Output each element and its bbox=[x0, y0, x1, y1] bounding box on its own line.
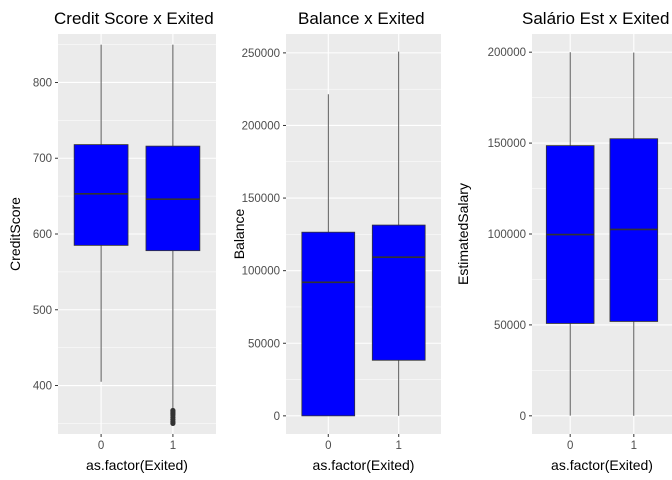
box-iqr-0 bbox=[301, 231, 356, 417]
x-tick-label: 1 bbox=[631, 440, 637, 452]
chart-title: Salário Est x Exited bbox=[522, 9, 669, 28]
boxes bbox=[545, 52, 659, 416]
chart-title: Balance x Exited bbox=[298, 9, 425, 28]
y-tick-label: 150000 bbox=[242, 193, 280, 205]
x-tick-label: 0 bbox=[325, 440, 331, 452]
y-axis-title: CreditScore bbox=[7, 197, 23, 271]
y-tick-label: 0 bbox=[274, 411, 280, 423]
box-iqr-0 bbox=[73, 144, 129, 246]
y-tick-label: 200000 bbox=[488, 47, 526, 59]
chart-panel-1: 400 500 600 700 800 0 1 Credit Score x Exited as… bbox=[7, 9, 216, 473]
x-tick-label: 1 bbox=[170, 440, 176, 452]
y-tick-label: 250000 bbox=[242, 48, 280, 60]
y-tick-label: 200000 bbox=[242, 120, 280, 132]
y-axis-title: EstimatedSalary bbox=[455, 183, 471, 285]
x-tick-label: 0 bbox=[98, 440, 104, 452]
x-tick-label: 1 bbox=[396, 440, 402, 452]
boxes bbox=[73, 44, 201, 426]
x-axis-title: as.factor(Exited) bbox=[313, 457, 415, 473]
y-tick-label: 150000 bbox=[488, 138, 526, 150]
chart-panel-3: 0 50000 100000 150000 200000 0 1 Salário Est x … bbox=[455, 9, 672, 473]
y-tick-label: 500 bbox=[33, 305, 52, 317]
x-axis-title: as.factor(Exited) bbox=[551, 457, 653, 473]
x-tick-label: 0 bbox=[567, 440, 573, 452]
box-iqr-1 bbox=[371, 224, 426, 361]
y-tick-label: 700 bbox=[33, 153, 52, 165]
y-tick-label: 100000 bbox=[488, 229, 526, 241]
y-axis-title: Balance bbox=[231, 208, 247, 259]
y-tick-label: 400 bbox=[33, 381, 52, 393]
outlier-point bbox=[170, 407, 176, 414]
y-tick-label: 0 bbox=[520, 411, 526, 423]
y-tick-label: 50000 bbox=[248, 338, 280, 350]
chart-panel-2: 0 50000 100000 150000 200000 250000 0 1 Balance … bbox=[231, 9, 441, 473]
chart-title: Credit Score x Exited bbox=[54, 9, 214, 28]
y-tick-label: 800 bbox=[33, 77, 52, 89]
x-axis-title: as.factor(Exited) bbox=[86, 457, 188, 473]
y-tick-label: 600 bbox=[33, 229, 52, 241]
y-tick-label: 100000 bbox=[242, 266, 280, 278]
boxes bbox=[301, 51, 426, 417]
y-tick-label: 50000 bbox=[494, 320, 526, 332]
